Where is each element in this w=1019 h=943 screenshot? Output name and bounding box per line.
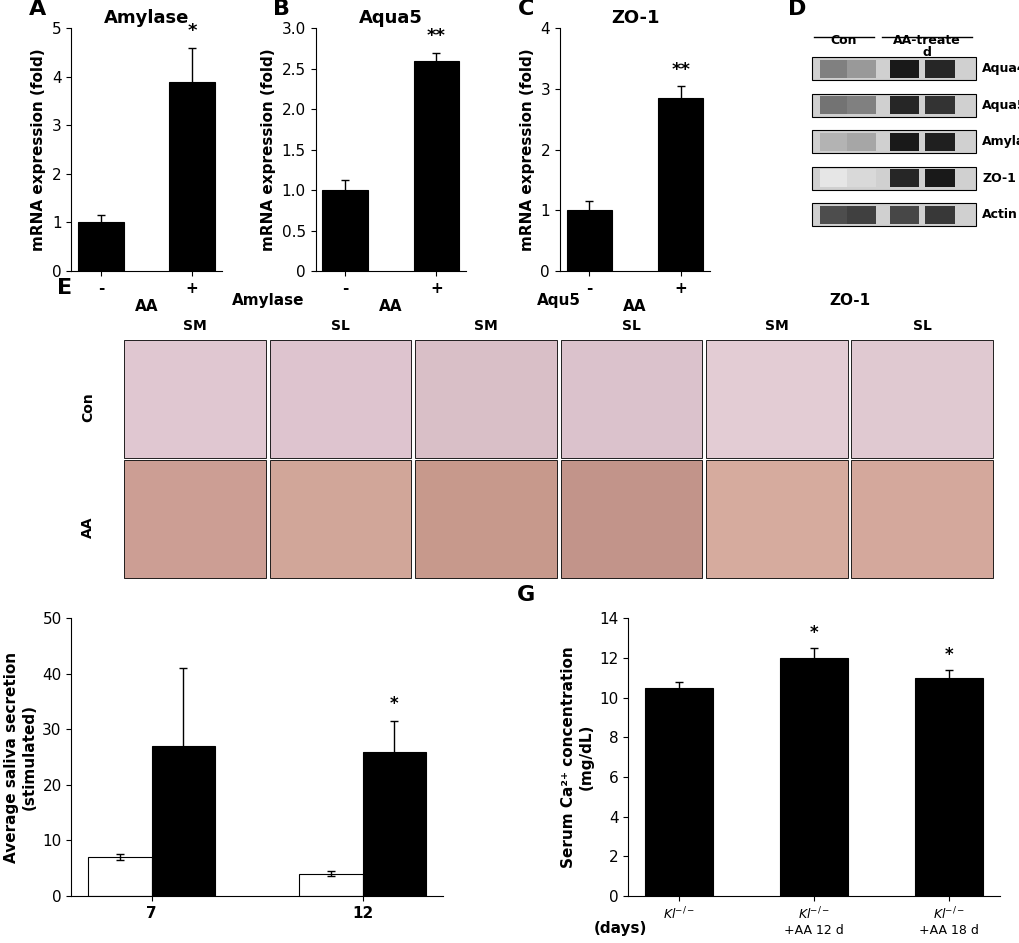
Text: Aqua5: Aqua5 (981, 99, 1019, 112)
Text: *: * (389, 695, 398, 713)
Text: Con: Con (829, 34, 856, 47)
Bar (169, 82, 215, 271)
Text: SL: SL (331, 319, 350, 333)
Bar (362, 752, 425, 896)
Bar (124, 339, 266, 458)
Bar (890, 206, 918, 223)
Bar (705, 339, 847, 458)
Bar (269, 459, 411, 578)
Bar (846, 169, 875, 188)
Bar (819, 59, 848, 78)
Bar (846, 96, 875, 114)
Bar (890, 169, 918, 188)
Bar (811, 94, 975, 117)
Bar (645, 687, 712, 896)
Bar (322, 190, 368, 271)
Text: E: E (57, 278, 72, 298)
Y-axis label: mRNA expression (fold): mRNA expression (fold) (520, 48, 534, 251)
Title: Amylase: Amylase (104, 8, 190, 26)
Title: ZO-1: ZO-1 (610, 8, 658, 26)
Text: G: G (517, 585, 535, 605)
Bar (819, 96, 848, 114)
Text: AA: AA (82, 517, 95, 538)
Text: **: ** (671, 60, 690, 78)
Bar (657, 98, 703, 271)
Y-axis label: Serum Ca²⁺ concentration
(mg/dL): Serum Ca²⁺ concentration (mg/dL) (560, 646, 593, 868)
Text: D: D (788, 0, 806, 19)
Text: SL: SL (622, 319, 640, 333)
Bar (78, 223, 123, 271)
Bar (851, 339, 993, 458)
Text: d: d (922, 46, 930, 59)
Text: Aqu5: Aqu5 (536, 293, 580, 308)
Bar (89, 857, 152, 896)
Bar (811, 130, 975, 154)
Bar (299, 873, 362, 896)
Bar (846, 206, 875, 223)
Text: SM: SM (183, 319, 207, 333)
Bar (924, 133, 954, 151)
Bar (269, 339, 411, 458)
Text: Aqua4: Aqua4 (981, 62, 1019, 75)
Bar (414, 60, 459, 271)
Text: Amylase: Amylase (981, 135, 1019, 148)
Bar (811, 58, 975, 80)
Bar (819, 133, 848, 151)
Text: *: * (944, 646, 953, 664)
Text: (days): (days) (593, 920, 646, 935)
Bar (890, 133, 918, 151)
Bar (819, 206, 848, 223)
Text: B: B (273, 0, 290, 19)
Bar (924, 169, 954, 188)
Text: *: * (187, 23, 197, 41)
Bar (924, 206, 954, 223)
Text: ZO-1: ZO-1 (828, 293, 869, 308)
Text: AA-treate: AA-treate (893, 34, 960, 47)
Text: *: * (809, 624, 817, 642)
Bar (851, 459, 993, 578)
Text: ZO-1: ZO-1 (981, 172, 1015, 185)
Bar (780, 658, 847, 896)
Bar (567, 210, 611, 271)
Bar (890, 59, 918, 78)
X-axis label: AA: AA (623, 299, 646, 313)
Y-axis label: Average saliva secretion
(stimulated): Average saliva secretion (stimulated) (4, 652, 37, 863)
Bar (846, 59, 875, 78)
Text: SM: SM (764, 319, 788, 333)
Text: Actin: Actin (981, 208, 1017, 221)
Bar (846, 133, 875, 151)
Title: Aqua5: Aqua5 (359, 8, 422, 26)
Text: Amylase: Amylase (231, 293, 304, 308)
Bar (819, 169, 848, 188)
Bar (811, 167, 975, 190)
Bar (924, 96, 954, 114)
Bar (560, 339, 701, 458)
Text: **: ** (427, 27, 445, 45)
Bar (705, 459, 847, 578)
X-axis label: AA: AA (135, 299, 158, 313)
Bar (890, 96, 918, 114)
Bar (811, 203, 975, 226)
Text: C: C (518, 0, 534, 19)
Text: SL: SL (912, 319, 930, 333)
X-axis label: AA: AA (379, 299, 403, 313)
Y-axis label: mRNA expression (fold): mRNA expression (fold) (261, 48, 276, 251)
Bar (415, 459, 556, 578)
Text: Con: Con (82, 392, 95, 422)
Bar (415, 339, 556, 458)
Bar (914, 678, 981, 896)
Y-axis label: mRNA expression (fold): mRNA expression (fold) (32, 48, 46, 251)
Bar (152, 746, 215, 896)
Bar (924, 59, 954, 78)
Text: SM: SM (474, 319, 497, 333)
Bar (560, 459, 701, 578)
Bar (124, 459, 266, 578)
Text: A: A (30, 0, 47, 19)
